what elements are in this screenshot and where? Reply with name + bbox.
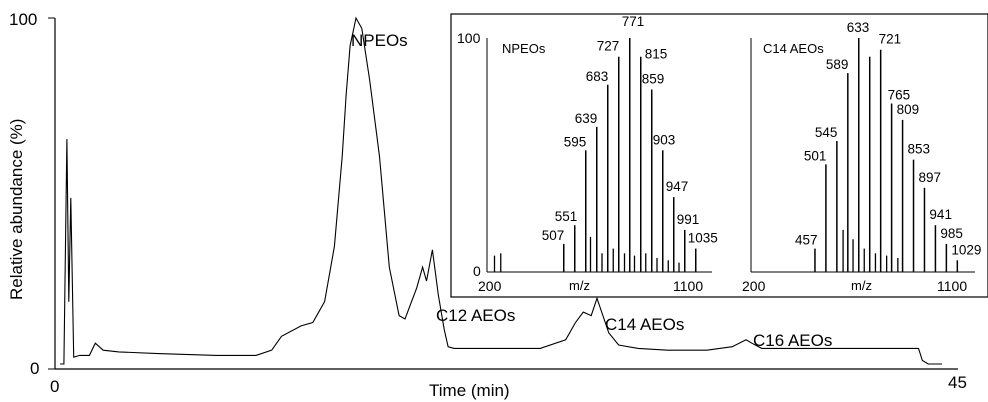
inset2-peak-label-809: 809	[897, 102, 920, 117]
inset1-title: NPEOs	[502, 41, 546, 56]
inset2-peak-label-501: 501	[804, 148, 827, 163]
main-series-line	[60, 16, 942, 365]
inset2-x-tick-200: 200	[742, 278, 766, 294]
annotation-c16-aeos: C16 AEOs	[753, 331, 832, 350]
inset2-peak-label-985: 985	[940, 226, 963, 241]
inset2-peak-label-589: 589	[826, 57, 849, 72]
inset1-peak-label-815: 815	[645, 47, 668, 62]
inset1-peak-label-1035: 1035	[688, 231, 718, 246]
inset1-peak-label-947: 947	[666, 179, 689, 194]
inset2-title: C14 AEOs	[763, 41, 824, 56]
main-x-tick-0: 0	[50, 377, 59, 396]
inset1-peak-label-859: 859	[642, 71, 665, 86]
inset2-peak-label-853: 853	[908, 142, 931, 157]
inset2-peak-label-457: 457	[795, 233, 818, 248]
inset1-peak-label-903: 903	[653, 132, 676, 147]
inset2-x-label: m/z	[851, 278, 872, 293]
inset2-peak-label-765: 765	[888, 88, 911, 103]
annotation-c14-aeos: C14 AEOs	[605, 315, 684, 334]
inset2-peak-label-545: 545	[815, 125, 838, 140]
inset1-peak-label-551: 551	[555, 209, 578, 224]
inset-frame	[450, 13, 988, 298]
inset1-y-tick-0: 0	[473, 263, 481, 279]
inset1-peak-label-991: 991	[677, 212, 700, 227]
inset2-peak-label-1029: 1029	[951, 242, 981, 257]
inset1-y-tick-100: 100	[457, 30, 481, 46]
inset1-peak-label-683: 683	[586, 69, 609, 84]
inset-c14-aeos: 200 1100 m/z C14 AEOs 457501545589633677…	[742, 20, 981, 294]
inset2-peak-label-721: 721	[879, 32, 902, 47]
main-y-tick-100: 100	[9, 10, 37, 29]
inset1-peak-label-595: 595	[564, 134, 587, 149]
inset-npeos: 100 0 200 1100 m/z NPEOs 507 551 595 639 683…	[457, 14, 718, 294]
inset2-x-tick-1100: 1100	[937, 278, 967, 294]
main-x-tick-45: 45	[948, 373, 967, 392]
inset1-x-tick-1100: 1100	[673, 278, 703, 294]
inset2-peak-label-633: 633	[847, 20, 870, 35]
inset2-peak-label-941: 941	[929, 207, 952, 222]
inset1-x-tick-200: 200	[478, 278, 502, 294]
inset1-x-label: m/z	[569, 278, 590, 293]
inset1-peak-label-727: 727	[597, 39, 620, 54]
inset1-peak-label-771: 771	[622, 14, 645, 29]
main-x-label: Time (min)	[429, 381, 510, 400]
inset1-peak-label-639: 639	[575, 111, 598, 126]
annotation-npeos: NPEOs	[351, 31, 408, 50]
main-y-label: Relative abundance (%)	[7, 119, 26, 300]
main-chart: 0 100 0 45 Time (min) Relative abundance…	[7, 10, 967, 400]
annotation-c12-aeos: C12 AEOs	[436, 306, 515, 325]
inset2-peak-label-897: 897	[918, 170, 941, 185]
main-y-tick-0: 0	[30, 359, 39, 378]
inset1-peak-label-507: 507	[542, 228, 565, 243]
